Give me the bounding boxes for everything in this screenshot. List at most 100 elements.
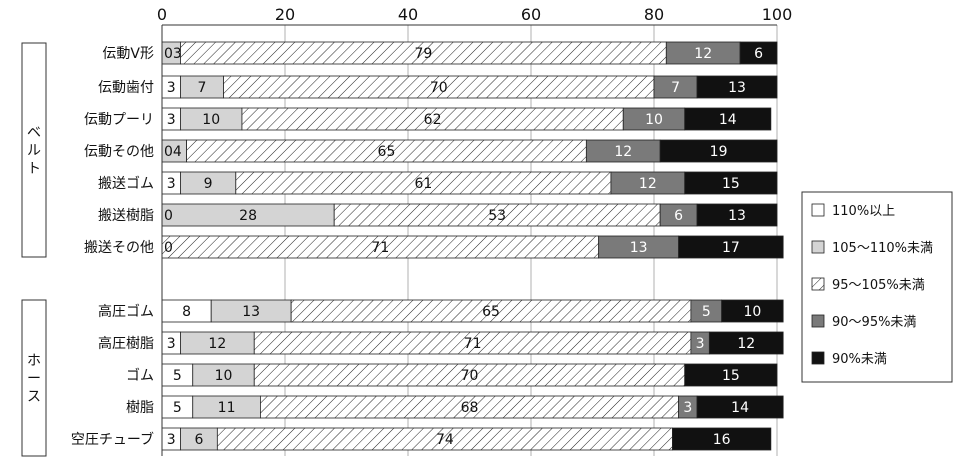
category-label: 伝動歯付: [98, 80, 154, 96]
value-label: 12: [614, 144, 632, 160]
value-label: 65: [482, 304, 500, 320]
value-label: 15: [722, 368, 740, 384]
value-label: 12: [208, 336, 226, 352]
value-label: 68: [461, 400, 479, 416]
value-label: 61: [414, 176, 432, 192]
group-bracket: [21, 299, 47, 457]
bar-segment: [659, 139, 778, 163]
bar-segment: [684, 171, 778, 195]
value-label: 10: [215, 368, 233, 384]
category-label: 樹脂: [126, 400, 154, 416]
value-label: 71: [464, 336, 482, 352]
value-label: 3: [167, 112, 176, 128]
category-label: ゴム: [126, 367, 154, 384]
legend-swatch: [811, 277, 825, 291]
legend-label: 90～95%未満: [832, 315, 916, 330]
bar-segment: [721, 299, 784, 323]
value-label: 12: [694, 46, 712, 62]
value-label: 13: [242, 304, 260, 320]
legend-swatch: [811, 351, 825, 365]
legend-swatch: [811, 203, 825, 217]
x-tick-label: 0: [157, 5, 167, 24]
value-label: 11: [218, 400, 236, 416]
bar-segment: [708, 331, 784, 355]
value-label: 70: [461, 368, 479, 384]
category-label: 伝動その他: [84, 144, 154, 160]
bar-segment: [696, 75, 778, 99]
x-tick-label: 40: [398, 5, 418, 24]
value-label: 14: [719, 112, 737, 128]
category-label: 搬送樹脂: [98, 208, 154, 224]
x-tick-label: 100: [762, 5, 793, 24]
category-label: 伝動プーリ: [84, 112, 154, 128]
legend-swatch: [811, 314, 825, 328]
value-label: 10: [645, 112, 663, 128]
category-label: 伝動V形: [102, 46, 154, 62]
legend-box: [801, 191, 953, 383]
value-label: 15: [722, 176, 740, 192]
legend: 110%以上 105～110%未満 95～105%未満 90～95%未満 90%未満: [801, 191, 953, 383]
value-label: 13: [728, 80, 746, 96]
legend-label: 95～105%未満: [832, 278, 925, 293]
value-label: 79: [414, 46, 432, 62]
x-tick-label: 20: [275, 5, 295, 24]
value-label: 10: [743, 304, 761, 320]
value-label: 13: [630, 240, 648, 256]
value-label: 17: [722, 240, 740, 256]
category-label: 搬送ゴム: [98, 175, 154, 192]
x-tick-label: 60: [521, 5, 541, 24]
bar-segment: [696, 395, 784, 419]
legend-swatch: [811, 240, 825, 254]
group-label: ベルト: [27, 125, 41, 177]
value-label: 12: [639, 176, 657, 192]
x-tick-label: 80: [644, 5, 664, 24]
bar-segment: [684, 363, 778, 387]
value-label: 53: [488, 208, 506, 224]
value-label: 6: [754, 46, 763, 62]
value-label: 14: [731, 400, 749, 416]
legend-label: 90%未満: [832, 352, 887, 367]
value-label: 7: [198, 80, 207, 96]
group-bracket: [21, 42, 47, 258]
value-label: 13: [728, 208, 746, 224]
category-label: 高圧樹脂: [98, 335, 154, 352]
value-label: 70: [430, 80, 448, 96]
value-label: 3: [167, 80, 176, 96]
value-label: 6: [674, 208, 683, 224]
value-label: 5: [173, 368, 182, 384]
value-label: 3: [683, 400, 692, 416]
value-label: 6: [194, 432, 203, 448]
value-label: 7: [671, 80, 680, 96]
bar-segment: [672, 427, 772, 451]
value-label: 8: [182, 304, 191, 320]
bar-segment: [696, 203, 778, 227]
value-label: 28: [239, 208, 257, 224]
value-label: 74: [436, 432, 454, 448]
value-label: 16: [713, 432, 731, 448]
value-label: 12: [737, 336, 755, 352]
bar-segment: [684, 107, 772, 131]
value-label: 10: [202, 112, 220, 128]
category-label: 空圧チューブ: [71, 431, 154, 448]
value-label: 62: [424, 112, 442, 128]
category-label: 搬送その他: [84, 240, 154, 256]
value-label: 3: [167, 432, 176, 448]
value-label: 19: [710, 144, 728, 160]
bar-segment: [678, 235, 784, 259]
value-label: 3: [696, 336, 705, 352]
bars-layer: [161, 41, 784, 451]
value-label: 03: [164, 46, 182, 62]
bar-segment: [739, 41, 778, 65]
legend-label: 110%以上: [832, 204, 895, 219]
value-label: 71: [371, 240, 389, 256]
legend-label: 105～110%未満: [832, 241, 933, 256]
category-label: 高圧ゴム: [98, 303, 154, 320]
value-label: 5: [173, 400, 182, 416]
axis-layer: 0 20 40 60 80 100: [157, 5, 792, 456]
value-label: 0: [164, 240, 173, 256]
value-label: 3: [167, 176, 176, 192]
